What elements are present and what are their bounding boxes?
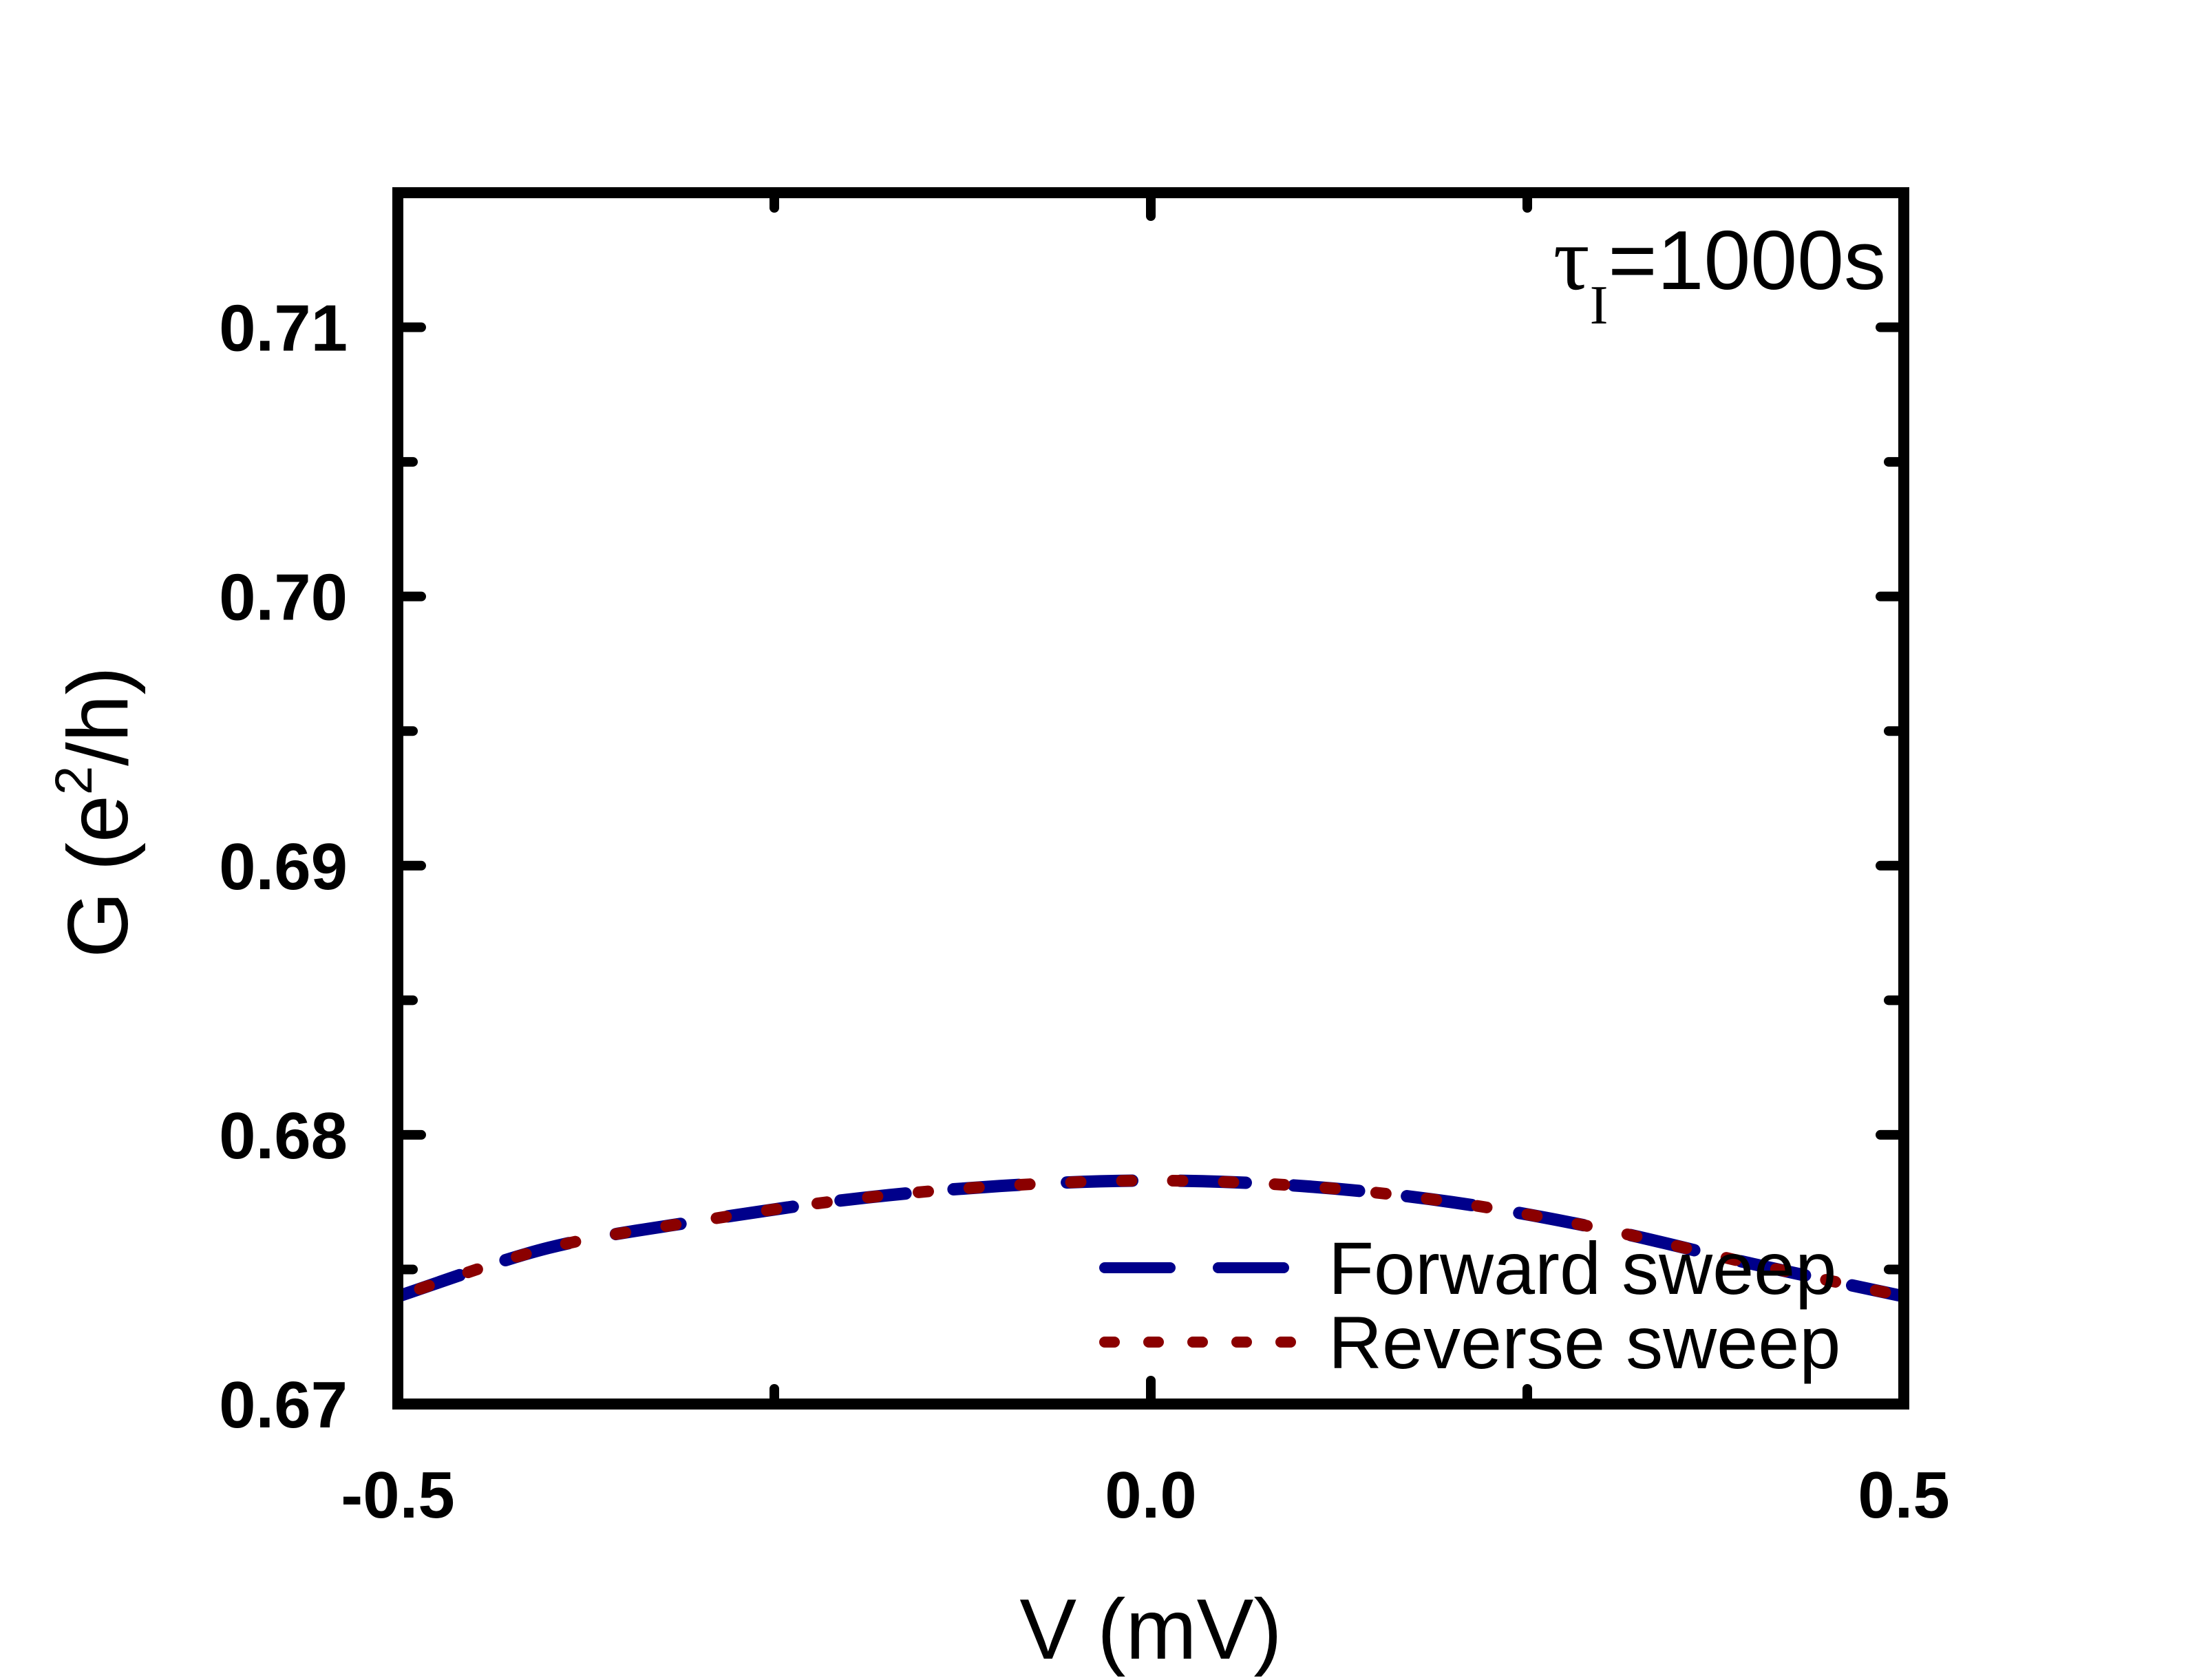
y-axis-unit-open: (e bbox=[51, 795, 146, 871]
annotation-tau: τI=1000s bbox=[1553, 208, 1886, 336]
x-tick-label: 0.5 bbox=[1858, 1458, 1949, 1532]
y-tick-label: 0.70 bbox=[219, 561, 348, 635]
y-tick-label: 0.69 bbox=[219, 830, 348, 904]
series-layer bbox=[398, 1174, 1904, 1303]
legend-label-reverse: Reverse sweep bbox=[1328, 1301, 1840, 1384]
x-axis-unit: (mV) bbox=[1097, 1582, 1282, 1677]
y-axis-symbol: G bbox=[51, 891, 146, 957]
y-tick-label: 0.67 bbox=[219, 1368, 348, 1442]
x-tick-label: -0.5 bbox=[341, 1458, 454, 1532]
annotation-subscript: I bbox=[1590, 275, 1609, 336]
tick-labels-layer: -0.5 0.0 0.5 0.67 0.68 0.69 0.70 0.71 bbox=[219, 292, 1950, 1532]
x-axis-symbol: V bbox=[1019, 1582, 1076, 1677]
series-line-forward bbox=[398, 1174, 1904, 1303]
y-axis-unit-close: /h) bbox=[51, 666, 146, 766]
y-tick-label: 0.68 bbox=[219, 1099, 348, 1173]
y-axis-unit-sup: 2 bbox=[45, 766, 103, 795]
legend: Forward sweep Reverse sweep bbox=[1099, 1226, 1840, 1384]
plot-frame bbox=[392, 187, 1909, 1410]
annotation-symbol: τ bbox=[1553, 208, 1590, 309]
y-axis-title: G (e2/h) bbox=[45, 666, 146, 958]
y-tick-label: 0.71 bbox=[219, 292, 348, 365]
legend-label-forward: Forward sweep bbox=[1328, 1226, 1836, 1310]
x-axis-title: V (mV) bbox=[1019, 1582, 1282, 1677]
annotation-value: =1000s bbox=[1608, 213, 1886, 307]
x-tick-label: 0.0 bbox=[1105, 1458, 1196, 1532]
